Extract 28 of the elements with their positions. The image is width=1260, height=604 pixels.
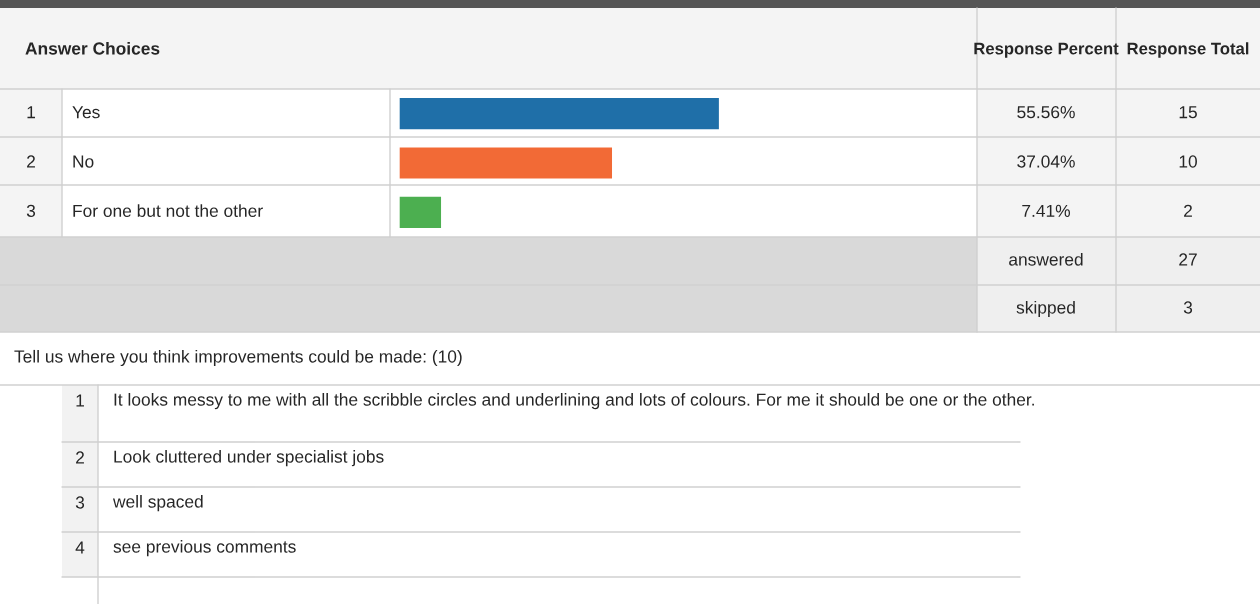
text: Tell us where you think improvements could be made: (10) <box>14 349 462 367</box>
text: see previous comments <box>113 540 296 557</box>
text: 3 <box>26 204 36 217</box>
text: 15 <box>1179 106 1197 119</box>
text: 1 <box>27 106 35 119</box>
text: 3 <box>1183 301 1193 314</box>
y-tick-label: For one but not the other <box>73 204 263 217</box>
text: well spaced <box>112 495 203 512</box>
text: 10 <box>1179 155 1197 168</box>
text: Response Percent <box>974 42 1119 58</box>
text: 2 <box>76 451 84 464</box>
text: answered <box>1009 252 1083 266</box>
data-label: 37.04% <box>1017 155 1075 168</box>
data-label: 55.56% <box>1017 106 1075 119</box>
text: 4 <box>75 541 85 554</box>
text: skipped <box>1016 300 1075 318</box>
text: 2 <box>1184 204 1192 217</box>
data-label: 7.41% <box>1022 204 1070 217</box>
y-tick-label: No <box>73 155 94 168</box>
text: 1 <box>76 394 84 407</box>
text: 3 <box>75 496 85 509</box>
y-tick-label: Yes <box>72 106 100 119</box>
text: Response Total <box>1127 42 1249 58</box>
text: Look cluttered under specialist jobs <box>114 450 384 467</box>
text: 27 <box>1179 253 1197 266</box>
text: 2 <box>27 155 35 168</box>
text: It looks messy to me with all the scribble circles and underlining and lots of colours. For me it should be one or the other. <box>114 393 1034 410</box>
text: Answer Choices <box>25 41 160 55</box>
